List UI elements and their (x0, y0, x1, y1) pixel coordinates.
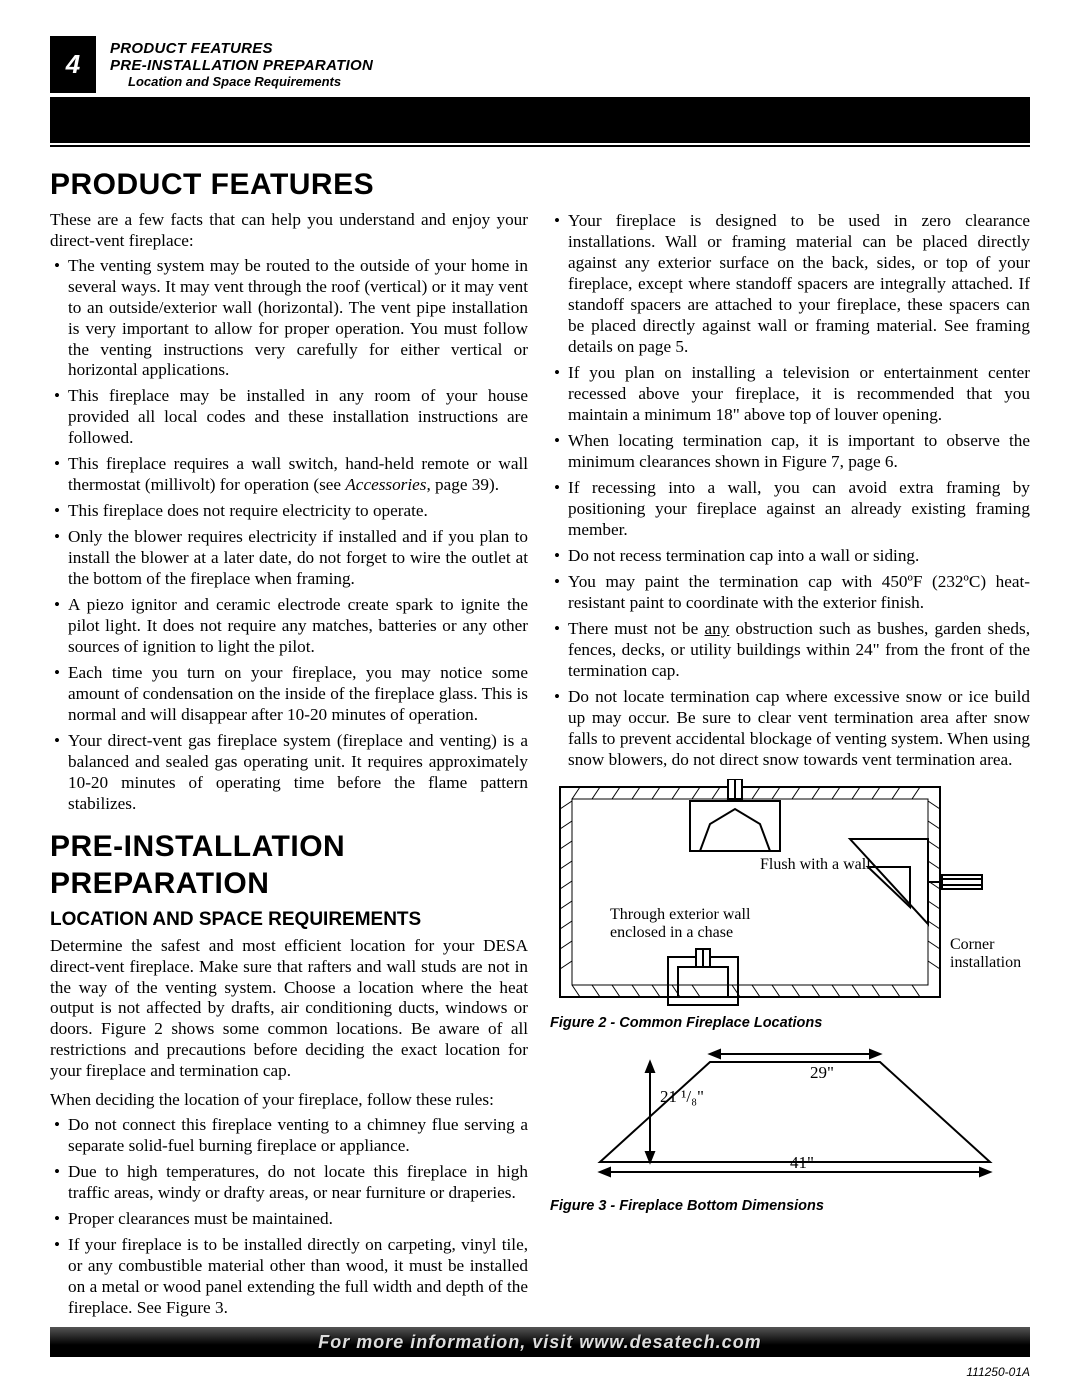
location-para-1: Determine the safest and most efficient … (50, 936, 528, 1083)
product-features-list: The venting system may be routed to the … (50, 256, 528, 816)
list-item: If you plan on installing a television o… (550, 363, 1030, 426)
list-item: If your fireplace is to be installed dir… (50, 1235, 528, 1319)
footer-bar: For more information, visit www.desatech… (50, 1327, 1030, 1357)
page-number: 4 (50, 36, 96, 93)
fig2-label-corner2: installation (950, 954, 1021, 971)
list-item: Do not recess termination cap into a wal… (550, 546, 1030, 567)
list-item: This fireplace does not require electric… (50, 501, 528, 522)
right-column: Your fireplace is designed to be used in… (550, 167, 1030, 1327)
header-line-1: PRODUCT FEATURES (110, 40, 373, 57)
list-item: This fireplace may be installed in any r… (50, 386, 528, 449)
list-item: If recessing into a wall, you can avoid … (550, 478, 1030, 541)
pre-install-heading: PRE-INSTALLATION PREPARATION (50, 829, 528, 902)
list-item: This fireplace requires a wall switch, h… (50, 454, 528, 496)
product-features-heading: PRODUCT FEATURES (50, 167, 528, 204)
list-item: A piezo ignitor and ceramic electrode cr… (50, 595, 528, 658)
list-item: Do not locate termination cap where exce… (550, 687, 1030, 771)
header-black-bar (50, 97, 1030, 143)
list-item: The venting system may be routed to the … (50, 256, 528, 382)
list-item: There must not be any obstruction such a… (550, 619, 1030, 682)
fig3-dim-height: 21 ¹/₈" (660, 1087, 704, 1106)
list-item: Each time you turn on your fireplace, yo… (50, 663, 528, 726)
document-number: 111250-01A (966, 1365, 1030, 1379)
header-lines: PRODUCT FEATURES PRE-INSTALLATION PREPAR… (96, 36, 373, 93)
list-item: Due to high temperatures, do not locate … (50, 1162, 528, 1204)
list-item: When locating termination cap, it is imp… (550, 431, 1030, 473)
list-item: You may paint the termination cap with 4… (550, 572, 1030, 614)
list-item: Only the blower requires electricity if … (50, 527, 528, 590)
fig2-label-corner1: Corner (950, 936, 995, 953)
left-column: PRODUCT FEATURES These are a few facts t… (50, 167, 528, 1327)
fig2-label-through1: Through exterior wall (610, 906, 751, 923)
location-rules-list-right: Your fireplace is designed to be used in… (550, 211, 1030, 771)
product-features-intro: These are a few facts that can help you … (50, 210, 528, 252)
fig3-dim-top: 29" (810, 1063, 834, 1082)
fig2-label-through2: enclosed in a chase (610, 924, 733, 941)
figure-3-diagram: 29" 21 ¹/₈" 41" (550, 1042, 1020, 1192)
location-rules-list: Do not connect this fireplace venting to… (50, 1115, 528, 1319)
header-line-3: Location and Space Requirements (128, 74, 373, 89)
fig3-dim-bottom: 41" (790, 1153, 814, 1172)
location-subheading: LOCATION AND SPACE REQUIREMENTS (50, 908, 528, 931)
header-line-2: PRE-INSTALLATION PREPARATION (110, 57, 373, 74)
figure-2-diagram: Flush with a wall Through exterior wall … (550, 779, 1030, 1009)
location-para-2: When deciding the location of your firep… (50, 1090, 528, 1111)
figure-2-caption: Figure 2 - Common Fireplace Locations (550, 1015, 1030, 1033)
fig2-label-flush: Flush with a wall (760, 856, 871, 873)
list-item: Your direct-vent gas fireplace system (f… (50, 731, 528, 815)
page-header: 4 PRODUCT FEATURES PRE-INSTALLATION PREP… (50, 36, 1030, 93)
figure-3-caption: Figure 3 - Fireplace Bottom Dimensions (550, 1198, 1030, 1216)
header-rule (50, 145, 1030, 147)
list-item: Your fireplace is designed to be used in… (550, 211, 1030, 358)
list-item: Proper clearances must be maintained. (50, 1209, 528, 1230)
list-item: Do not connect this fireplace venting to… (50, 1115, 528, 1157)
